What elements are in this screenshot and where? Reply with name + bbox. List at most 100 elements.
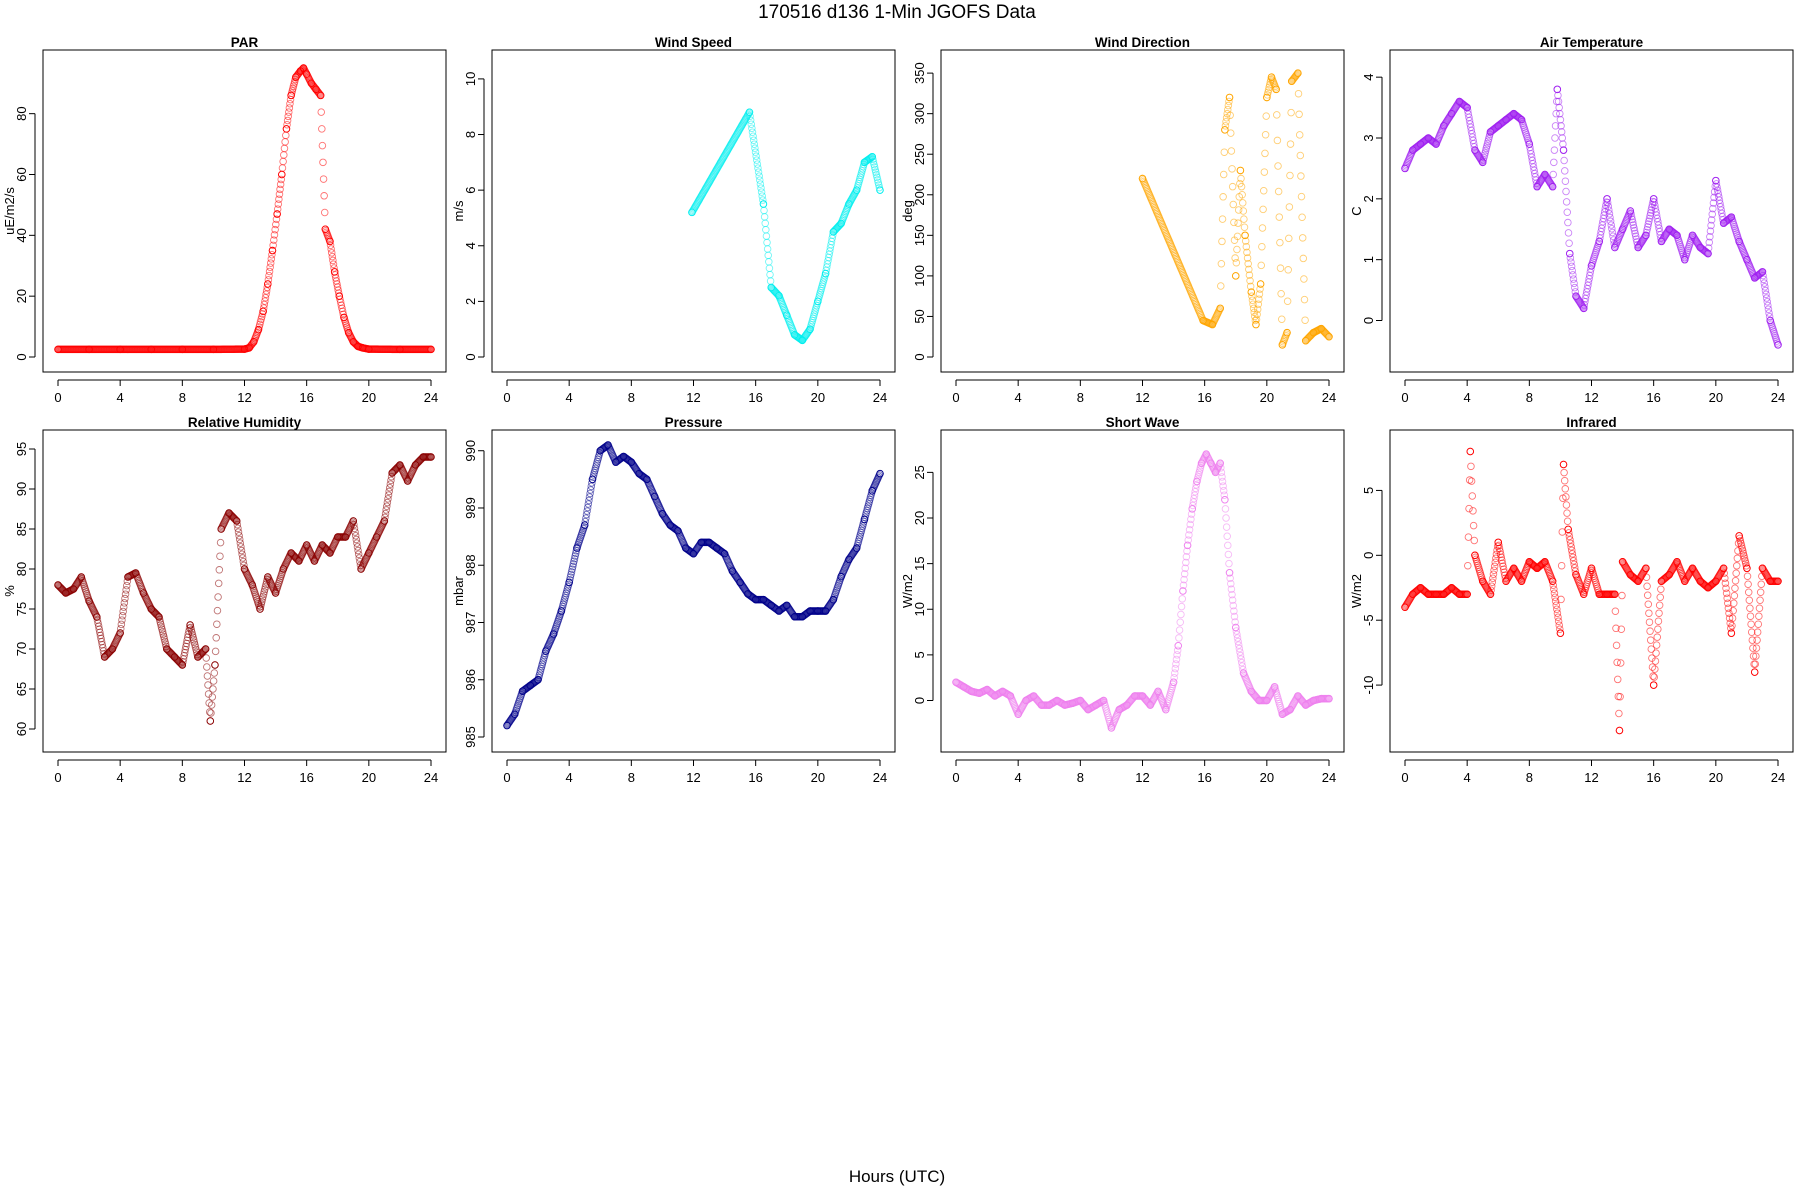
x-tick-label: 12 — [686, 770, 700, 785]
data-point-interp — [1300, 295, 1309, 304]
data-point-interp — [1467, 462, 1475, 471]
data-point-interp — [1563, 517, 1572, 525]
data-point-interp — [749, 132, 757, 140]
data-point-interp — [208, 693, 217, 701]
data-point-interp — [327, 249, 336, 257]
data-point-interp — [265, 271, 273, 280]
data-point-interp — [754, 164, 762, 172]
data-point-interp — [1275, 213, 1284, 221]
data-point-interp — [1564, 218, 1572, 227]
data-point-interp — [1284, 266, 1292, 274]
data-point-interp — [1236, 166, 1245, 175]
data-point-interp — [1754, 620, 1763, 628]
data-point-interp — [1221, 505, 1230, 513]
data-point-interp — [760, 213, 769, 221]
data-point-interp — [263, 283, 271, 292]
data-point-interp — [1627, 210, 1635, 218]
data-point-interp — [1325, 332, 1333, 341]
data-point-interp — [1217, 259, 1226, 268]
data-series — [1401, 447, 1782, 735]
data-point-interp — [1243, 248, 1251, 257]
data-point-interp — [1733, 562, 1741, 570]
data-point-interp — [1221, 126, 1229, 134]
x-tick-label: 4 — [117, 390, 124, 405]
data-point-interp — [1757, 580, 1766, 589]
data-point-interp — [118, 612, 127, 620]
data-point-interp — [746, 112, 754, 121]
data-point-interp — [1246, 277, 1254, 285]
data-point-interp — [1299, 254, 1308, 263]
data-point-interp — [1656, 593, 1664, 601]
data-point-interp — [1466, 447, 1475, 456]
data-point-interp — [1175, 626, 1184, 634]
data-point-interp — [354, 546, 362, 555]
x-tick-label: 20 — [1260, 770, 1274, 785]
data-point-interp — [1255, 295, 1263, 303]
data-point-interp — [1732, 569, 1740, 578]
data-point-interp — [1557, 128, 1566, 136]
data-point-interp — [1608, 228, 1617, 237]
y-tick-label: 2 — [463, 298, 478, 305]
x-axis: 0 4 8 12 16 20 24 — [503, 759, 887, 785]
data-point-interp — [1707, 216, 1716, 224]
data-series — [1401, 85, 1782, 349]
data-point-interp — [201, 645, 210, 653]
data-point-interp — [1550, 158, 1558, 167]
plot-frame — [940, 429, 1345, 753]
data-point-interp — [277, 175, 285, 184]
data-point-interp — [1608, 225, 1616, 233]
data-point-interp — [1558, 134, 1567, 142]
y-tick-label: 25 — [912, 465, 927, 479]
data-point-interp — [1758, 268, 1767, 276]
data-point-interp — [276, 185, 284, 194]
data-point-interp — [1644, 220, 1653, 228]
data-point-interp — [1760, 279, 1769, 287]
plot-frame — [1389, 49, 1794, 373]
data-point-interp — [1258, 242, 1266, 251]
data-point-interp — [283, 116, 292, 125]
data-point-interp — [748, 124, 756, 132]
figure-xlabel: Hours (UTC) — [849, 1167, 945, 1186]
data-point-interp — [1465, 504, 1473, 513]
data-point-interp — [1628, 215, 1636, 224]
x-tick-label: 4 — [1464, 390, 1471, 405]
data-point-interp — [231, 516, 240, 524]
x-tick-label: 20 — [811, 770, 825, 785]
x-tick-label: 0 — [952, 770, 959, 785]
y-tick-label: 60 — [14, 722, 29, 736]
data-point-interp — [383, 498, 392, 507]
x-tick-label: 0 — [54, 390, 61, 405]
y-tick-label: 75 — [14, 602, 29, 616]
data-point-interp — [118, 616, 126, 624]
y-tick-label: 6 — [463, 187, 478, 194]
data-point-interp — [1252, 320, 1260, 329]
data-point-interp — [315, 89, 324, 98]
data-point-interp — [1643, 225, 1651, 234]
data-point-interp — [1243, 254, 1252, 262]
data-point-interp — [1227, 147, 1236, 155]
data-point-interp — [386, 484, 394, 492]
data-point-interp — [1256, 280, 1265, 288]
data-point-interp — [120, 603, 128, 611]
x-tick-label: 24 — [873, 770, 887, 785]
y-tick-label: 1 — [1361, 256, 1376, 263]
data-point-interp — [750, 140, 759, 148]
data-point-interp — [1230, 218, 1238, 227]
data-point-interp — [1257, 261, 1265, 270]
data-point-interp — [268, 250, 276, 259]
data-point-interp — [1733, 554, 1742, 563]
data-point-interp — [1175, 634, 1183, 642]
x-axis: 0 4 8 12 16 20 24 — [952, 379, 1336, 405]
data-point-interp — [1468, 492, 1477, 500]
data-point-interp — [278, 164, 287, 172]
data-point-interp — [1755, 612, 1763, 620]
data-point-interp — [1570, 283, 1579, 292]
data-point-interp — [1731, 577, 1740, 585]
data-point-interp — [120, 599, 129, 607]
data-point-interp — [349, 517, 358, 525]
data-point-interp — [1176, 618, 1184, 627]
data-point-interp — [380, 517, 389, 525]
data-point-interp — [764, 251, 772, 260]
